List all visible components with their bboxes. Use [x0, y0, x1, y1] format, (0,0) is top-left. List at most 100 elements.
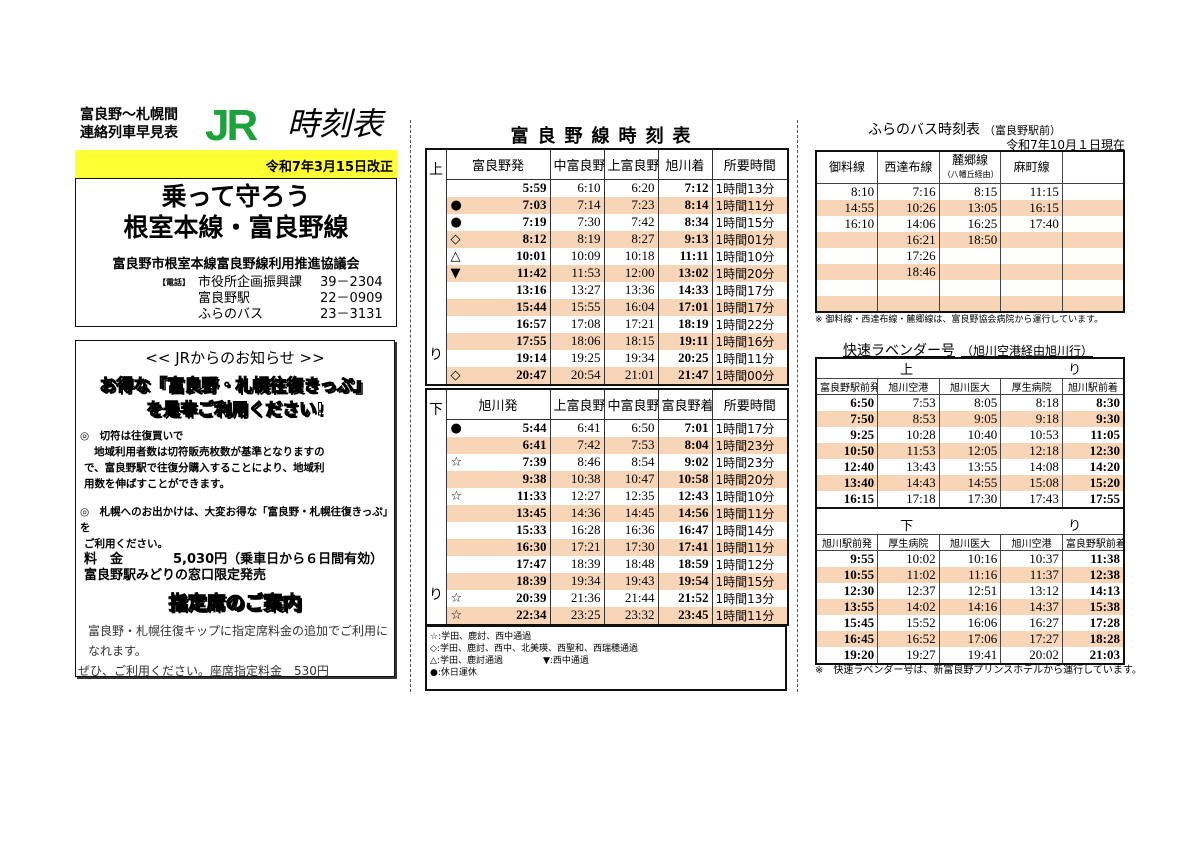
station-time: 18:15 — [603, 332, 659, 350]
bus-time: 16:15 — [815, 491, 878, 508]
table-row: 19:14 19:25 19:34 20:25 1時間11分 — [426, 349, 789, 367]
side-label: り — [429, 347, 443, 363]
arrival-time: 19:11 — [657, 332, 713, 350]
departure-time: 6:41 — [474, 436, 551, 454]
duration: 1時間20分 — [711, 470, 789, 488]
bus-time: 6:50 — [815, 394, 878, 411]
duration: 1時間17分 — [711, 298, 789, 316]
bus-time: 7:16 — [877, 183, 940, 200]
departure-time: 7:19 — [522, 214, 547, 229]
bus-time — [938, 279, 1001, 296]
promo-line: お得な『富良野・札幌往復きっぷ』 — [99, 376, 371, 397]
station-time: 6:10 — [549, 179, 605, 197]
station-time: 19:25 — [549, 349, 605, 367]
bus-time: 15:45 — [815, 615, 878, 631]
column-header: 旭川空港 — [1000, 534, 1063, 551]
station-time: 16:36 — [603, 521, 659, 539]
departure-time: 15:44 — [474, 298, 551, 316]
bus-time — [1000, 247, 1063, 264]
bus-time — [1061, 183, 1124, 200]
bus-timetable: 御料線 西達布線 麓郷線 （八幡丘経由） 麻町線 8:10 7:16 8:15 11:15 14:… — [815, 150, 1125, 313]
bus-time: 9:05 — [938, 411, 1001, 427]
page-subtitle: 富良野～札幌間 連絡列車早見表 — [80, 106, 178, 142]
train-mark — [446, 470, 474, 488]
arrival-time: 20:25 — [657, 349, 713, 367]
bus-time — [1061, 295, 1124, 312]
bus-time: 8:05 — [938, 394, 1001, 411]
header-sub: （八幡丘経由） — [942, 170, 999, 180]
departure-time: 19:14 — [516, 350, 547, 365]
timetable-up: 上富良野発 中富良野 上富良野 旭川着 所要時間り 5:59 6:10 6:20 7:12 1時間… — [425, 148, 790, 386]
column-header — [1061, 151, 1124, 184]
table-row: 15:45 15:52 16:06 16:27 17:28 — [815, 615, 1124, 631]
bus-time: 11:53 — [877, 443, 940, 459]
station-time: 19:34 — [549, 572, 605, 590]
table-row: 6:50 7:53 8:05 8:18 8:30 — [815, 394, 1124, 411]
bus-time: 10:28 — [877, 427, 940, 443]
train-mark: ◇ — [446, 230, 474, 248]
reserved-title: 指定席のご案内 — [168, 592, 302, 615]
duration: 1時間17分 — [711, 419, 789, 437]
header-row: 富良野駅前発 旭川空港 旭川医大 厚生病院 旭川駅前着 — [815, 378, 1124, 395]
station-time: 17:21 — [603, 315, 659, 333]
station-time: 18:39 — [549, 555, 605, 573]
table-row: 12:30 12:37 12:51 13:12 14:13 — [815, 583, 1124, 599]
column-header: 富良野着 — [657, 389, 713, 420]
station-time: 10:18 — [603, 247, 659, 265]
station-time: 14:36 — [549, 504, 605, 522]
table-row: ☆ 11:33 12:27 12:35 12:43 1時間10分 — [426, 487, 789, 505]
column-header: 厚生病院 — [877, 534, 940, 551]
train-mark: ● — [446, 196, 474, 214]
contact-label: 【電話】 — [158, 278, 190, 287]
side-label-bottom: り — [426, 179, 447, 385]
bus-time: 12:37 — [877, 583, 940, 599]
train-mark: ☆ — [446, 606, 474, 625]
duration: 1時間23分 — [711, 436, 789, 454]
bus-time: 17:30 — [938, 491, 1001, 508]
duration: 1時間13分 — [711, 589, 789, 607]
station-time: 14:45 — [603, 504, 659, 522]
bus-time — [815, 295, 878, 312]
header-row: 上富良野発 中富良野 上富良野 旭川着 所要時間 — [426, 149, 789, 180]
duration: 1時間11分 — [711, 504, 789, 522]
table-row: 17:55 18:06 18:15 19:11 1時間16分 — [426, 332, 789, 350]
column-header: 所要時間 — [711, 389, 789, 420]
arrival-time: 14:56 — [657, 504, 713, 522]
table-row: 18:39 19:34 19:43 19:54 1時間15分 — [426, 572, 789, 590]
bus-time: 14:55 — [938, 475, 1001, 491]
train-mark: ▼ — [446, 264, 474, 282]
bus-time: 10:37 — [1000, 550, 1063, 567]
bus-time — [1061, 215, 1124, 232]
table-row: 16:45 16:52 17:06 17:27 18:28 — [815, 631, 1124, 647]
station-time: 19:43 — [603, 572, 659, 590]
side-label: 上 — [426, 149, 447, 179]
column-header: 旭川着 — [657, 149, 713, 180]
bus-time: 16:45 — [815, 631, 878, 647]
table-row: 15:33 16:28 16:36 16:47 1時間14分 — [426, 521, 789, 539]
arrival-time: 16:47 — [657, 521, 713, 539]
bus-time: 12:05 — [938, 443, 1001, 459]
arrival-time: 8:34 — [657, 213, 713, 231]
train-mark: ☆ — [450, 590, 463, 606]
station-time: 13:36 — [603, 281, 659, 299]
bus-note: ※ 御料線・西達布線・麓郷線は、富良野協会病院から運行しています。 — [815, 315, 1104, 325]
bus-time: 13:05 — [938, 199, 1001, 216]
bus-time: 9:55 — [815, 550, 878, 567]
train-mark: ☆ — [450, 454, 463, 470]
column-header: 旭川空港 — [877, 378, 940, 395]
bus-time: 13:55 — [938, 459, 1001, 475]
bullet-text: 用数を伸ばすことができます。 — [84, 478, 230, 490]
contact-row: 富良野駅 22－0909 — [198, 291, 383, 307]
bullet-text: ◎ 札幌へのお出かけは、大変お得な「富良野・札幌往復きっぷ」を — [80, 506, 394, 534]
bus-time: 15:08 — [1000, 475, 1063, 491]
bus-time — [877, 295, 940, 312]
train-mark: ◇ — [446, 366, 474, 385]
station-time: 10:38 — [549, 470, 605, 488]
arrival-time: 18:59 — [657, 555, 713, 573]
departure-time: 9:38 — [474, 470, 551, 488]
bus-time — [1061, 247, 1124, 264]
bus-time: 14:16 — [938, 599, 1001, 615]
train-mark — [446, 522, 474, 539]
bus-time: 11:38 — [1061, 550, 1124, 567]
duration: 1時間22分 — [711, 315, 789, 333]
